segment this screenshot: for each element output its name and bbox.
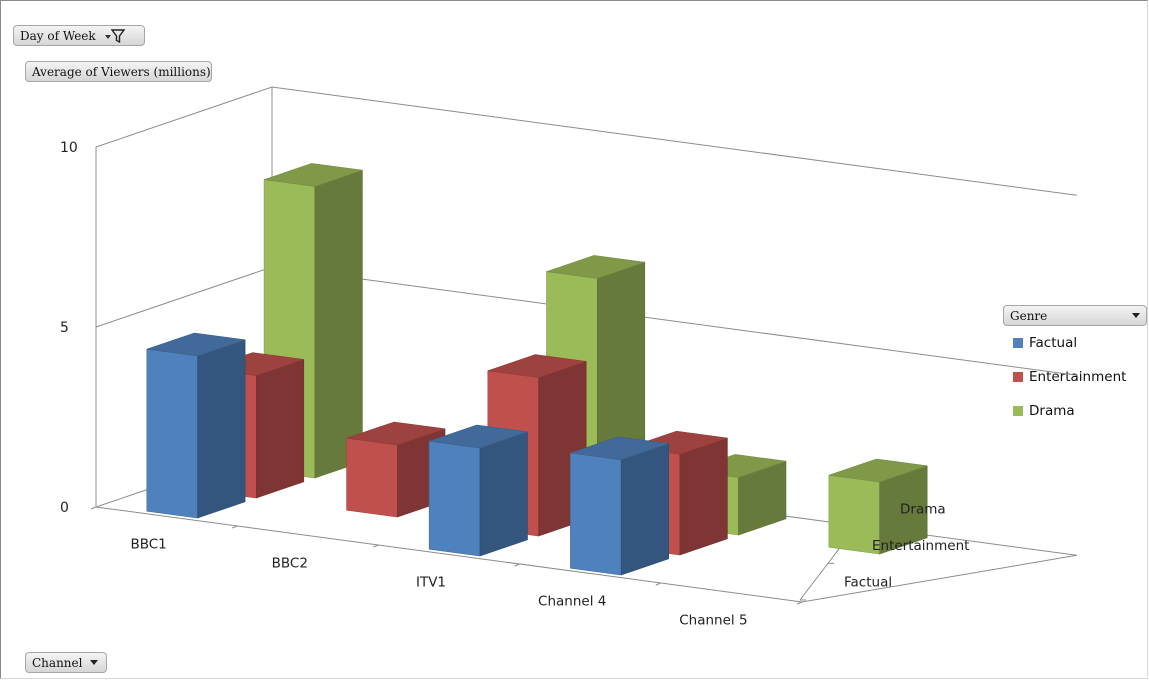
legend-item-drama: Drama: [1003, 394, 1147, 428]
category-label: ITV1: [416, 575, 446, 591]
legend-item-factual: Factual: [1003, 326, 1147, 360]
legend-swatch-drama: [1013, 406, 1023, 416]
category-label: BBC2: [272, 556, 308, 572]
chevron-down-icon: [1132, 313, 1140, 318]
bar-factual-channel-4: [570, 436, 670, 576]
gridline: [95, 86, 1077, 196]
genre-legend-field-button[interactable]: Genre: [1003, 305, 1147, 326]
y-tick-label: 10: [60, 140, 78, 156]
y-tick-label: 5: [60, 320, 69, 336]
day-of-week-label: Day of Week: [20, 28, 96, 43]
values-field-button[interactable]: Average of Viewers (millions): [25, 61, 212, 82]
floor-edge: [801, 554, 1077, 603]
legend-label-entertainment: Entertainment: [1029, 369, 1127, 385]
category-label: BBC1: [130, 537, 166, 553]
category-tick: [796, 601, 803, 605]
legend-label-factual: Factual: [1029, 335, 1078, 351]
legend: Genre Factual Entertainment Drama: [1003, 305, 1147, 428]
category-tick: [514, 563, 520, 567]
legend-swatch-factual: [1013, 338, 1023, 348]
category-label: Channel 4: [538, 594, 606, 610]
values-field-label: Average of Viewers (millions): [32, 64, 211, 79]
funnel-filter-icon: [104, 28, 126, 44]
legend-item-entertainment: Entertainment: [1003, 360, 1147, 394]
y-tick-label: 0: [60, 500, 69, 516]
category-label: Channel 5: [679, 613, 747, 629]
channel-axis-field-button[interactable]: Channel: [25, 652, 107, 673]
chevron-down-icon: [90, 660, 99, 665]
legend-swatch-entertainment: [1013, 372, 1023, 382]
day-of-week-filter-button[interactable]: Day of Week: [13, 25, 145, 46]
category-tick: [655, 582, 661, 586]
bar-factual-bbc1: [146, 332, 246, 519]
bar-drama-channel-5: [828, 458, 928, 555]
category-tick: [232, 525, 238, 529]
bar-factual-itv1: [428, 424, 528, 557]
depth-label: Entertainment: [872, 538, 969, 554]
genre-field-label: Genre: [1010, 308, 1048, 323]
channel-field-label: Channel: [32, 655, 83, 670]
category-axis: [95, 506, 803, 603]
depth-label: Factual: [844, 575, 892, 591]
depth-label: Drama: [900, 501, 946, 517]
category-tick: [90, 506, 97, 510]
legend-label-drama: Drama: [1029, 403, 1075, 419]
category-tick: [373, 544, 379, 548]
